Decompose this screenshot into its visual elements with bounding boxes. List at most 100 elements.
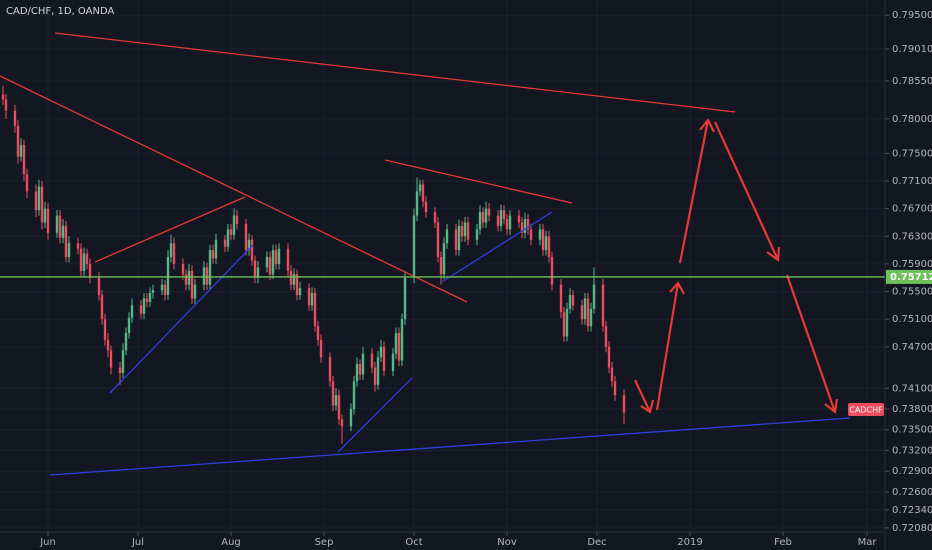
candle-body	[418, 184, 422, 192]
trend-line	[54, 32, 736, 113]
trend-line	[109, 244, 254, 394]
candle-body	[265, 257, 269, 268]
candle-body	[181, 263, 185, 275]
candle-body	[19, 145, 23, 157]
candle-body	[334, 395, 338, 406]
y-tick-label: 0.77100	[892, 176, 932, 187]
candle-body	[46, 208, 50, 233]
candle-body	[439, 257, 443, 275]
x-tick-label: Dec	[587, 537, 606, 548]
candle-body	[61, 225, 65, 238]
candle-body	[286, 248, 290, 271]
candle-body	[442, 243, 446, 275]
candle-body	[292, 274, 296, 285]
candle-body	[400, 319, 404, 361]
candle-body	[211, 250, 215, 259]
candle-body	[454, 229, 458, 251]
candle-body	[1, 94, 5, 100]
candle-body	[64, 225, 68, 258]
candle-body	[43, 208, 47, 223]
candle-body	[88, 263, 92, 278]
candle-body	[190, 270, 194, 299]
candle-body	[376, 357, 380, 385]
candle-body	[589, 308, 593, 327]
candle-body	[307, 288, 311, 306]
candle-body	[310, 292, 314, 306]
candle-body	[331, 381, 335, 406]
candle-body	[13, 110, 17, 126]
candle-body	[97, 277, 101, 296]
candle-body	[244, 223, 248, 251]
candle-body	[337, 395, 341, 420]
candle-body	[484, 208, 488, 223]
trend-line	[337, 377, 413, 453]
candle-body	[277, 248, 281, 264]
candle-body	[424, 201, 428, 213]
candle-body	[610, 367, 614, 382]
candle-body	[613, 381, 617, 396]
candle-body	[193, 284, 197, 299]
candle-body	[202, 267, 206, 285]
candle-body	[130, 305, 134, 318]
y-tick-label: 0.75900	[892, 259, 932, 270]
candle-body	[139, 305, 143, 314]
trend-line	[49, 417, 851, 476]
candle-body	[544, 236, 548, 251]
candle-body	[517, 215, 521, 223]
candle-body	[106, 339, 110, 351]
price-label: 0.75712	[890, 272, 932, 283]
candle-body	[394, 333, 398, 354]
candle-body	[163, 284, 167, 296]
candle-body	[382, 346, 386, 372]
candle-body	[100, 295, 104, 320]
x-tick-label: Jun	[39, 537, 56, 548]
candle-body	[463, 222, 467, 237]
y-tick-label: 0.75100	[892, 314, 932, 325]
candle-body	[421, 184, 425, 202]
candle-body	[565, 308, 569, 337]
candle-body	[403, 277, 407, 320]
candle-body	[433, 212, 437, 223]
candle-body	[487, 208, 491, 216]
candle-body	[436, 222, 440, 258]
candle-body	[391, 353, 395, 372]
candle-body	[256, 267, 260, 278]
candle-body	[586, 298, 590, 327]
arrow	[655, 281, 685, 411]
candle-body	[340, 419, 344, 427]
candle-body	[208, 250, 212, 285]
x-tick-label: Feb	[774, 537, 792, 548]
y-tick-label: 0.79500	[892, 10, 932, 21]
x-tick-label: Aug	[221, 537, 241, 548]
candle-body	[58, 215, 62, 238]
candle-body	[580, 305, 584, 320]
y-tick-label: 0.75500	[892, 287, 932, 298]
candle-body	[187, 270, 191, 285]
candle-body	[538, 229, 542, 240]
candle-body	[373, 367, 377, 385]
candle-body	[76, 243, 80, 249]
trend-line	[384, 159, 573, 204]
candle-body	[169, 243, 173, 258]
candle-body	[79, 248, 83, 271]
candle-body	[142, 298, 146, 314]
candle-body	[313, 292, 317, 327]
candle-body	[520, 222, 524, 233]
candle-body	[205, 267, 209, 285]
candle-body	[508, 215, 512, 230]
candle-body	[478, 212, 482, 230]
candle-body	[607, 346, 611, 368]
candle-body	[319, 339, 323, 358]
trend-line	[441, 211, 553, 283]
arrow	[634, 379, 655, 414]
candle-body	[289, 270, 293, 285]
y-tick-label: 0.72340	[892, 505, 932, 516]
candle-body	[268, 257, 272, 275]
x-tick-label: Oct	[405, 537, 422, 548]
candle-body	[67, 243, 71, 258]
axes	[0, 0, 886, 550]
candle-body	[37, 186, 41, 211]
candle-body	[412, 215, 416, 278]
candle-body	[151, 290, 155, 293]
